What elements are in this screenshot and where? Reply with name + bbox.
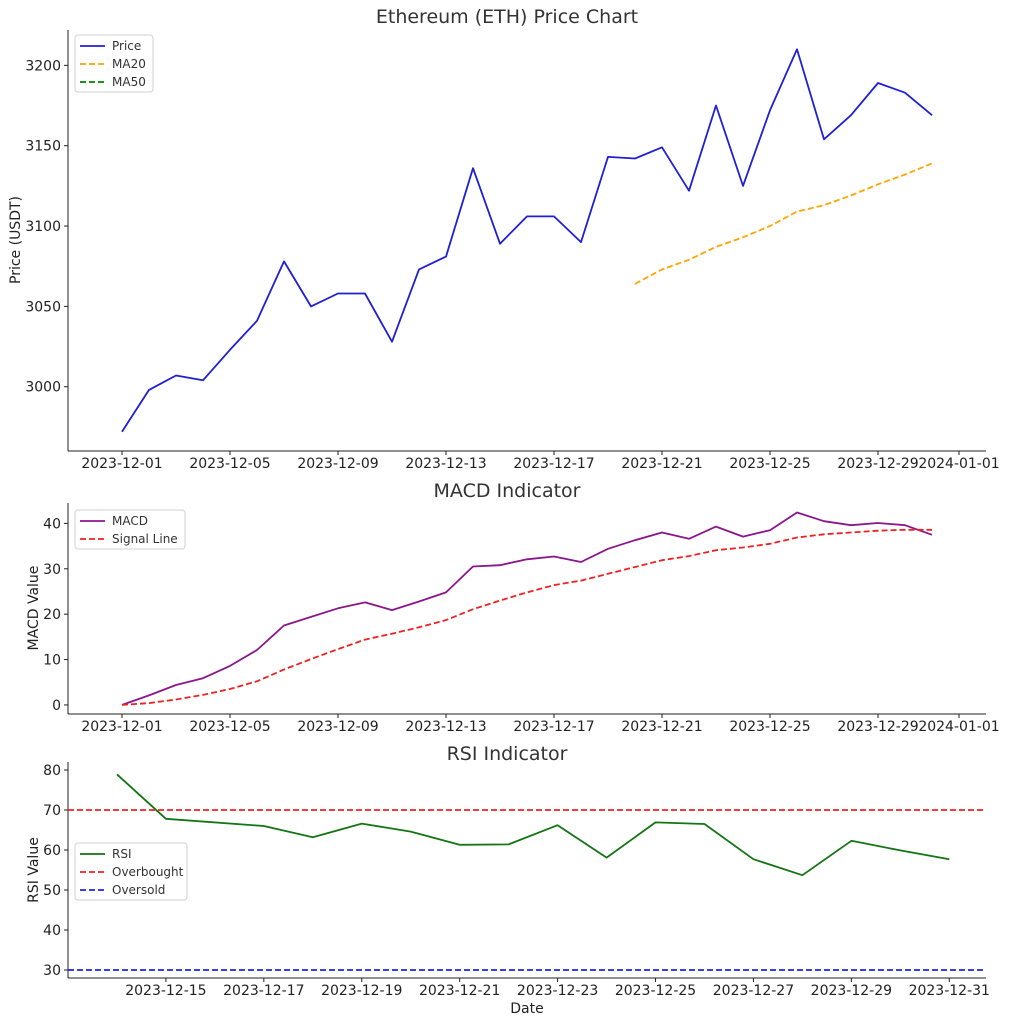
chart-panel-2: MACD Indicator MACD Value 0 10 20 30 40 2023-12… [26,480,1000,735]
x-tick-label: 2023-12-13 [405,719,486,735]
y-tick-label: 80 [43,763,61,779]
x-tick-label: 2023-12-17 [513,456,594,472]
legend: RSI Overbought Oversold [74,842,188,901]
y-tick-label: 3050 [25,299,61,315]
series-line-rsi [116,773,950,877]
x-tick-label: 2023-12-05 [189,719,270,735]
x-tick-label: 2023-12-31 [909,983,990,999]
legend-entry: Oversold [112,883,165,897]
y-tick-label: 0 [52,698,61,714]
legend-box [74,34,154,93]
y-tick-label: 40 [43,923,61,939]
legend: Price MA20 MA50 [74,34,154,93]
y-tick-label: 40 [43,516,61,532]
y-tick-label: 20 [43,607,61,623]
legend-entry: RSI [112,847,132,861]
x-tick-label: 2023-12-27 [713,983,794,999]
x-tick-label: 2024-01-01 [918,456,999,472]
chart-title: RSI Indicator [447,743,568,765]
y-tick-label: 30 [43,562,61,578]
x-axis-label: Date [510,1001,543,1017]
y-axis-label: RSI Value [26,837,42,903]
y-tick-label: 30 [43,963,61,979]
y-tick-label: 3200 [25,58,61,74]
y-tick-label: 50 [43,883,61,899]
x-tick-label: 2023-12-21 [419,983,500,999]
legend-entry: MA20 [112,57,146,71]
x-tick-label: 2023-12-05 [189,456,270,472]
x-tick-label: 2023-12-09 [297,719,378,735]
series-line-signal-line [121,528,932,706]
y-axis-label: Price (USDT) [8,196,24,284]
x-tick-label: 2023-12-17 [223,983,304,999]
y-tick-label: 3150 [25,139,61,155]
x-tick-label: 2023-12-21 [621,719,702,735]
legend-entry: Overbought [112,865,184,879]
x-tick-label: 2023-12-23 [517,983,598,999]
y-tick-label: 3100 [25,219,61,235]
x-tick-label: 2023-12-21 [621,456,702,472]
x-tick-label: 2023-12-01 [81,719,162,735]
legend-entry: MACD [112,514,148,528]
chart-title: Ethereum (ETH) Price Chart [376,6,638,28]
x-tick-label: 2023-12-29 [811,983,892,999]
x-tick-label: 2024-01-01 [918,719,999,735]
x-tick-label: 2023-12-25 [729,456,810,472]
series-line-ma20 [634,162,933,285]
x-tick-label: 2023-12-29 [837,456,918,472]
x-tick-label: 2023-12-09 [297,456,378,472]
x-tick-label: 2023-12-25 [615,983,696,999]
legend: MACD Signal Line [74,509,186,550]
x-tick-label: 2023-12-25 [729,719,810,735]
x-tick-label: 2023-12-01 [81,456,162,472]
x-tick-label: 2023-12-13 [405,456,486,472]
chart-panel-3: RSI Indicator RSI Value Date 30 40 50 60 70 80 20… [26,743,990,1017]
series-line-macd [121,511,933,706]
y-tick-label: 70 [43,803,61,819]
y-tick-label: 60 [43,843,61,859]
series-line-price [121,48,933,433]
legend-entry: Price [112,39,141,53]
x-tick-label: 2023-12-17 [513,719,594,735]
x-tick-label: 2023-12-19 [321,983,402,999]
y-tick-label: 10 [43,653,61,669]
y-tick-label: 3000 [25,380,61,396]
y-axis-label: MACD Value [26,566,42,651]
legend-entry: Signal Line [112,532,178,546]
x-tick-label: 2023-12-29 [837,719,918,735]
x-tick-label: 2023-12-15 [125,983,206,999]
legend-box [74,842,188,901]
legend-entry: MA50 [112,75,146,89]
chart-title: MACD Indicator [434,480,581,502]
